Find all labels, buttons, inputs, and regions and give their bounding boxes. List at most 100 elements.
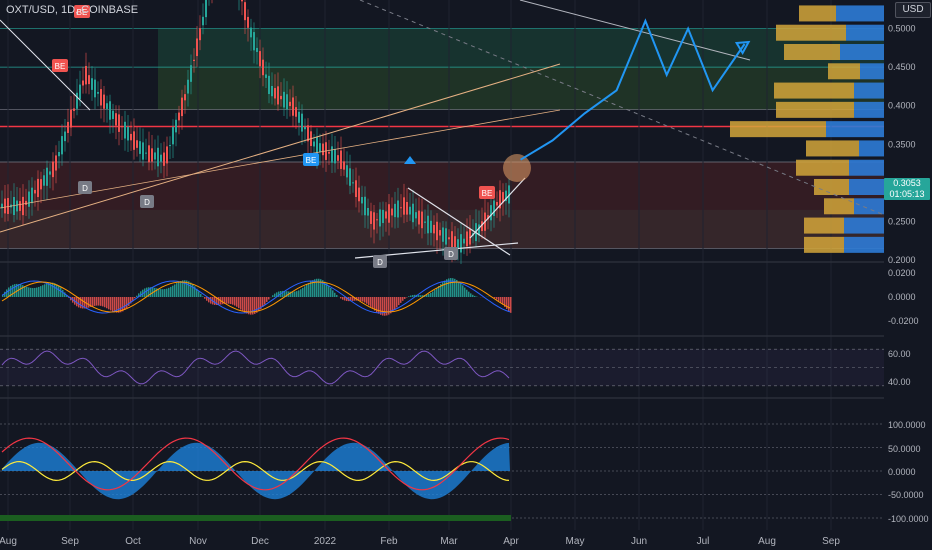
candle-body — [367, 207, 369, 216]
macd-hist-bar — [322, 280, 324, 297]
macd-hist-bar — [320, 279, 322, 297]
macd-hist-bar — [208, 297, 210, 303]
osc-tick-label: 50.0000 — [888, 444, 921, 454]
macd-hist-bar — [404, 297, 406, 299]
volume-profile-buy — [836, 5, 884, 22]
macd-tick-label: -0.0200 — [888, 316, 919, 326]
macd-hist-bar — [276, 292, 278, 297]
trendline-top — [519, 0, 751, 61]
macd-hist-bar — [506, 297, 508, 309]
osc-tick-label: 0.0000 — [888, 467, 916, 477]
volume-profile-sell — [784, 44, 840, 60]
macd-hist-bar — [430, 292, 432, 297]
macd-hist-bar — [264, 297, 266, 305]
candle-body — [28, 191, 30, 207]
candle-body — [55, 155, 57, 171]
macd-hist-bar — [68, 297, 70, 298]
trendline-dashed — [359, 0, 885, 216]
volume-profile-buy — [854, 101, 884, 118]
macd-hist-bar — [26, 286, 28, 297]
candle-body — [436, 221, 438, 241]
macd-hist-bar — [392, 297, 394, 312]
macd-hist-bar — [360, 297, 362, 301]
candle-body — [22, 196, 24, 216]
macd-hist-bar — [8, 287, 10, 297]
macd-hist-bar — [366, 297, 368, 304]
macd-hist-bar — [102, 297, 104, 307]
macd-hist-bar — [394, 297, 396, 310]
candle-body — [295, 107, 297, 117]
candle-body — [304, 126, 306, 130]
macd-hist-bar — [126, 297, 128, 309]
last-price-badge: 0.3053 01:05:13 — [884, 178, 930, 200]
macd-hist-bar — [218, 297, 220, 305]
macd-hist-bar — [200, 293, 202, 297]
macd-hist-bar — [238, 297, 240, 309]
candle-body — [316, 136, 318, 156]
macd-hist-bar — [466, 289, 468, 297]
volume-profile-sell — [806, 140, 859, 157]
candle-body — [265, 74, 267, 78]
macd-hist-bar — [184, 280, 186, 297]
macd-hist-bar — [462, 285, 464, 297]
macd-hist-bar — [174, 284, 176, 297]
price-axis[interactable]: 0.55000.50000.45000.40000.35000.25000.20… — [888, 0, 929, 524]
candle-body — [409, 206, 411, 215]
candle-body — [49, 171, 51, 175]
time-tick-label: Jul — [697, 536, 710, 547]
be-label: BE — [306, 156, 317, 165]
trend-drawings — [0, 0, 885, 259]
d-label: D — [448, 250, 454, 259]
macd-hist-bar — [370, 297, 372, 307]
macd-hist-bar — [52, 282, 54, 297]
candle-body — [466, 231, 468, 247]
candle-body — [40, 179, 42, 190]
macd-hist-bar — [396, 297, 398, 308]
candle-body — [343, 161, 345, 170]
candle-body — [199, 28, 201, 41]
macd-hist-bar — [186, 280, 188, 297]
candle-body — [373, 212, 375, 230]
macd-hist-bar — [452, 278, 454, 297]
macd-hist-bar — [312, 280, 314, 297]
be-label: BE — [482, 189, 493, 198]
macd-hist-bar — [330, 287, 332, 297]
currency-button[interactable]: USD — [895, 2, 931, 18]
macd-hist-bar — [118, 297, 120, 313]
macd-hist-bar — [146, 287, 148, 297]
rsi-tick-label: 60.00 — [888, 349, 911, 359]
time-axis[interactable]: Aug Sep Oct Nov Dec 2022 Feb Mar Apr May Jun Jul Aug… — [0, 536, 840, 547]
candle-body — [322, 143, 324, 156]
price-candles — [1, 0, 510, 264]
volume-profile-buy — [859, 140, 884, 157]
candle-body — [163, 152, 165, 166]
wedge-breakout — [469, 177, 526, 239]
candle-body — [70, 109, 72, 128]
candle-body — [1, 203, 3, 209]
macd-hist-bar — [22, 285, 24, 297]
candle-body — [403, 197, 405, 215]
candle-body — [406, 202, 408, 215]
candle-body — [151, 148, 153, 162]
macd-hist-bar — [224, 297, 226, 304]
candle-body — [64, 131, 66, 142]
macd-hist-bar — [64, 292, 66, 297]
macd-hist-bar — [94, 297, 96, 306]
trendline-left — [0, 19, 91, 111]
macd-hist-bar — [190, 282, 192, 297]
price-tick-label: 0.2500 — [888, 216, 916, 226]
macd-hist-bar — [24, 285, 26, 297]
macd-hist-bar — [66, 295, 68, 297]
candle-body — [109, 101, 111, 120]
candle-body — [433, 224, 435, 234]
macd-hist-bar — [204, 297, 206, 299]
macd-pane — [1, 278, 512, 316]
macd-hist-bar — [60, 287, 62, 297]
time-tick-label: Aug — [0, 536, 17, 547]
macd-hist-bar — [246, 297, 248, 314]
macd-hist-bar — [508, 297, 510, 312]
volume-profile-sell — [730, 121, 826, 138]
macd-hist-bar — [80, 297, 82, 309]
macd-hist-bar — [260, 297, 262, 310]
